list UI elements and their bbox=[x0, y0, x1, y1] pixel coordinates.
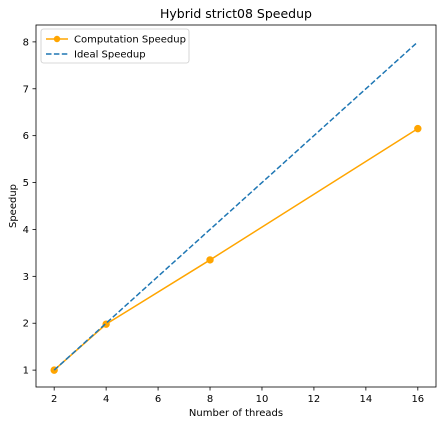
legend-marker-computation-speedup bbox=[53, 35, 61, 43]
x-tick-label: 2 bbox=[51, 394, 57, 405]
chart-title: Hybrid strict08 Speedup bbox=[160, 6, 312, 21]
y-tick-label: 4 bbox=[23, 225, 29, 236]
x-tick-label: 6 bbox=[155, 394, 161, 405]
x-axis-label: Number of threads bbox=[189, 408, 283, 419]
plot-series bbox=[50, 41, 422, 374]
y-tick-label: 3 bbox=[23, 272, 29, 283]
x-tick-label: 10 bbox=[256, 394, 269, 405]
y-tick-label: 7 bbox=[23, 84, 29, 95]
legend-box bbox=[40, 28, 190, 64]
legend-label-ideal-speedup: Ideal Speedup bbox=[74, 50, 146, 61]
y-axis-label: Speedup bbox=[8, 184, 19, 228]
y-tick-label: 8 bbox=[23, 37, 29, 48]
y-tick-label: 5 bbox=[23, 178, 29, 189]
computation-speedup-point bbox=[414, 124, 422, 133]
x-tick-label: 12 bbox=[308, 394, 321, 405]
y-tick-label: 6 bbox=[23, 131, 29, 142]
legend-label-computation-speedup: Computation Speedup bbox=[74, 35, 186, 46]
x-tick-label: 4 bbox=[103, 394, 109, 405]
x-tick-label: 16 bbox=[411, 394, 424, 405]
x-tick-label: 14 bbox=[360, 394, 373, 405]
x-tick-label: 8 bbox=[207, 394, 213, 405]
legend: Computation Speedup Ideal Speedup bbox=[40, 28, 190, 64]
plot-frame bbox=[35, 24, 437, 388]
y-tick-label: 2 bbox=[23, 319, 29, 330]
y-tick-label: 1 bbox=[23, 366, 29, 377]
ideal-speedup-line bbox=[53, 41, 419, 371]
computation-speedup-point bbox=[206, 256, 214, 264]
